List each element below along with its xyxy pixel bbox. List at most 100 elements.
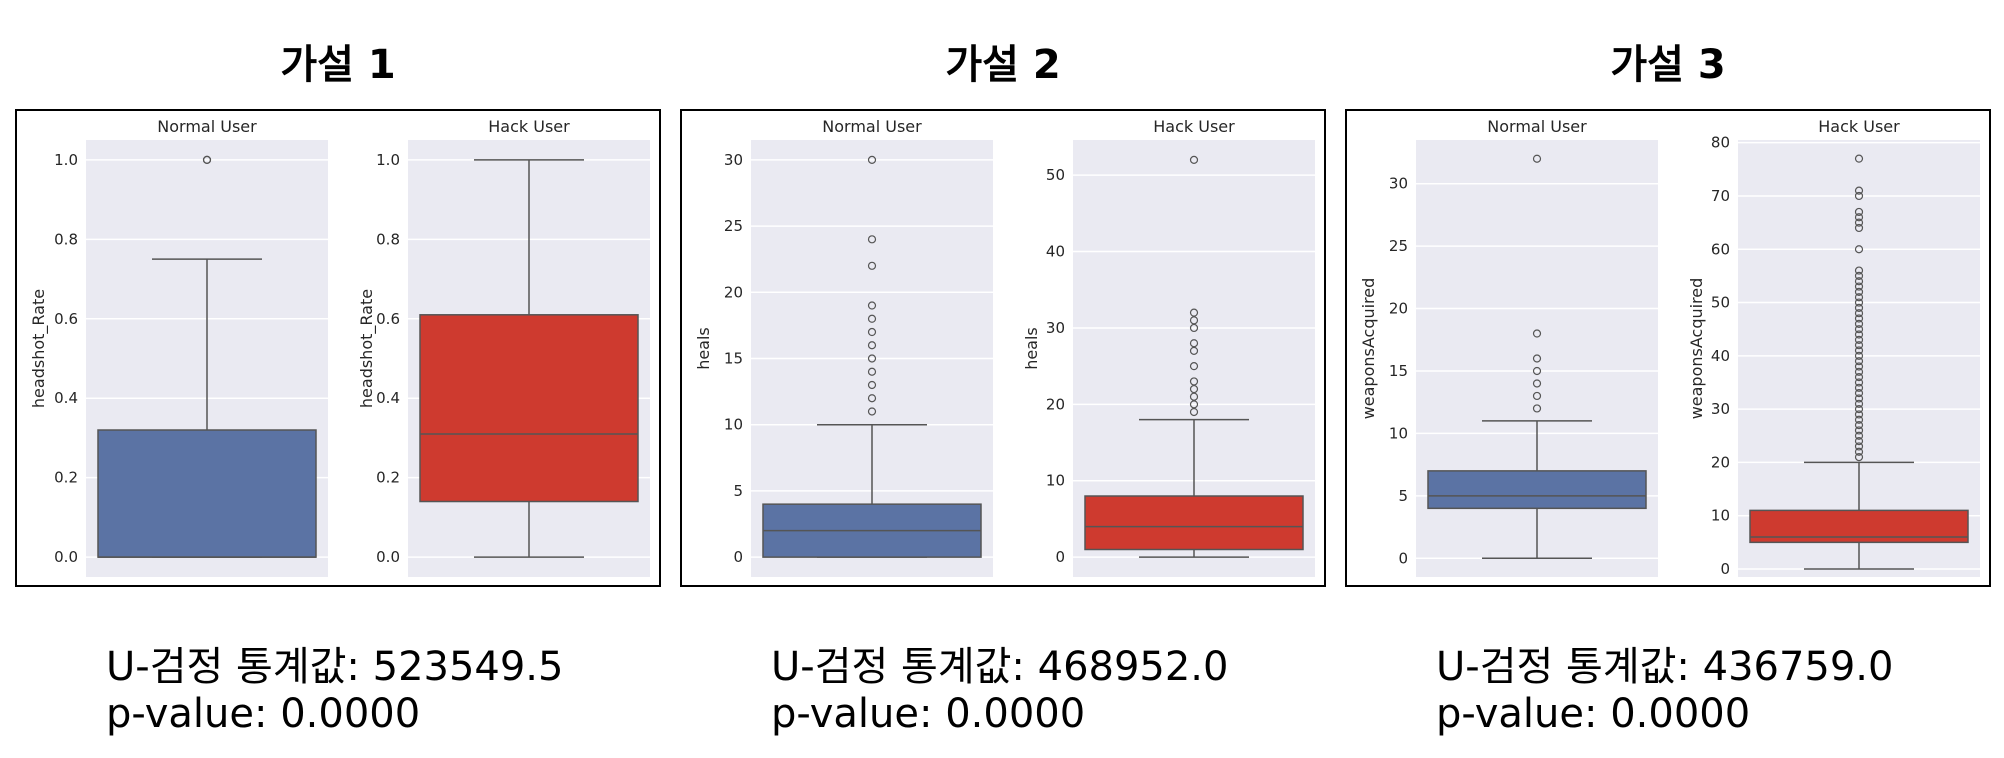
y-tick-label: 5: [733, 482, 743, 500]
outlier-point: [202, 155, 212, 164]
subplot-title: Hack User: [488, 117, 570, 136]
y-tick-label: 1.0: [54, 151, 78, 169]
outlier-point: [1854, 330, 1864, 339]
outlier-point: [1189, 155, 1199, 164]
y-tick-label: 0.8: [376, 230, 400, 248]
y-tick-label: 15: [724, 350, 743, 368]
outlier-point: [1854, 346, 1864, 355]
outlier-point: [867, 394, 877, 403]
outlier-point: [1854, 357, 1864, 366]
outlier-point: [1189, 407, 1199, 417]
y-tick-label: 10: [724, 416, 743, 434]
outlier-point: [867, 327, 877, 337]
outlier-point: [867, 341, 877, 350]
subplot-title: Normal User: [1487, 117, 1587, 136]
outlier-point: [867, 367, 877, 376]
outlier-point: [1532, 391, 1542, 401]
panel-2: 가설 2 0 5 10 15 20 25 30 Normal User heals 0 10 20 30 4…: [680, 42, 1326, 737]
y-tick-label: 40: [1046, 243, 1065, 261]
outlier-point: [1189, 392, 1199, 401]
p-value: p-value: 0.0000: [1436, 691, 1750, 737]
outlier-point: [867, 301, 877, 310]
outlier-point: [1854, 245, 1864, 254]
panel-1: 가설 1 0.0 0.2 0.4 0.6 0.8 1.0 Normal User headsho…: [15, 42, 661, 737]
y-tick-label: 0: [1720, 560, 1730, 578]
y-tick-label: 20: [724, 283, 743, 301]
y-tick-label: 1.0: [376, 151, 400, 169]
outlier-point: [1189, 362, 1199, 371]
y-tick-label: 0.2: [376, 469, 400, 487]
outlier-point: [1854, 154, 1864, 163]
y-tick-label: 25: [724, 217, 743, 235]
outlier-point: [867, 354, 877, 363]
outlier-point: [1532, 404, 1542, 413]
outlier-point: [1854, 314, 1864, 323]
y-tick-label: 50: [1711, 294, 1730, 312]
outlier-point: [867, 380, 877, 390]
outlier-point: [1854, 287, 1864, 296]
y-tick-label: 10: [1389, 424, 1408, 442]
outlier-point: [867, 261, 877, 270]
y-tick-label: 0.2: [54, 469, 78, 487]
y-tick-label: 25: [1389, 237, 1408, 255]
outlier-point: [1854, 452, 1864, 462]
outlier-point: [1189, 316, 1199, 325]
y-tick-label: 0.4: [54, 389, 78, 407]
outlier-point: [1532, 379, 1542, 388]
panel-3: 가설 3 0 5 10 15 20 25 30 Normal User weaponsAcquir…: [1345, 42, 1991, 737]
subplot-title: Hack User: [1153, 117, 1235, 136]
y-tick-label: 0.4: [376, 389, 400, 407]
y-tick-label: 0.0: [376, 548, 400, 566]
outlier-point: [1854, 410, 1864, 419]
y-tick-label: 5: [1398, 487, 1408, 505]
outlier-point: [1854, 437, 1864, 446]
y-tick-label: 40: [1711, 347, 1730, 365]
outlier-point: [1854, 421, 1864, 430]
y-tick-label: 20: [1711, 453, 1730, 471]
y-tick-label: 0.6: [376, 310, 400, 328]
outlier-point: [1189, 339, 1199, 348]
outlier-point: [1854, 351, 1864, 360]
outlier-point: [1854, 373, 1864, 382]
y-tick-label: 30: [1711, 400, 1730, 418]
iqr-box: [419, 314, 639, 503]
outlier-point: [1854, 399, 1864, 408]
y-tick-label: 80: [1711, 134, 1730, 152]
y-tick-label: 15: [1389, 362, 1408, 380]
outlier-point: [1854, 426, 1864, 435]
outlier-point: [1854, 298, 1864, 307]
outlier-point: [1854, 319, 1864, 328]
y-tick-label: 20: [1046, 395, 1065, 413]
outlier-point: [1854, 431, 1864, 440]
outlier-point: [1189, 308, 1199, 317]
hack-user-subplot: 0 10 20 30 40 50 60 70 80 Hack User weaponsAcquire…: [1687, 117, 1980, 578]
outlier-point: [1532, 154, 1542, 163]
outlier-point: [1854, 447, 1864, 456]
outlier-point: [1854, 378, 1864, 387]
panel-title: 가설 2: [945, 42, 1060, 88]
y-tick-label: 30: [724, 151, 743, 169]
outlier-point: [1854, 389, 1864, 398]
outlier-point: [1189, 323, 1199, 333]
y-tick-label: 0: [1055, 548, 1065, 566]
outlier-point: [1854, 341, 1864, 350]
y-tick-label: 20: [1389, 300, 1408, 318]
normal-user-subplot: 0 5 10 15 20 25 30 Normal User weaponsAcquired: [1359, 117, 1658, 577]
outlier-point: [867, 407, 877, 416]
p-value: p-value: 0.0000: [106, 691, 420, 737]
y-tick-label: 0.6: [54, 310, 78, 328]
y-tick-label: 10: [1711, 507, 1730, 525]
iqr-box: [1427, 470, 1647, 510]
hack-user-subplot: 0.0 0.2 0.4 0.6 0.8 1.0 Hack User headshot_Rate: [357, 117, 650, 577]
outlier-point: [1854, 335, 1864, 344]
outlier-point: [1854, 207, 1864, 217]
panel-title: 가설 3: [1610, 42, 1725, 88]
normal-user-subplot: 0.0 0.2 0.4 0.6 0.8 1.0 Normal User headshot_Ra…: [29, 117, 328, 577]
y-tick-label: 60: [1711, 240, 1730, 258]
y-tick-label: 30: [1046, 319, 1065, 337]
y-tick-label: 10: [1046, 472, 1065, 490]
u-test-statistic: U-검정 통계값: 468952.0: [771, 644, 1228, 690]
outlier-point: [1854, 367, 1864, 376]
outlier-point: [1854, 309, 1864, 318]
outlier-point: [1532, 354, 1542, 363]
